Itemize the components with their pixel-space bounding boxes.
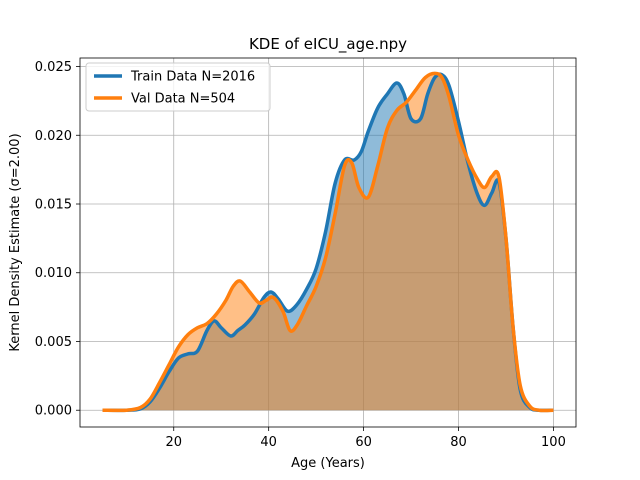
- y-tick-label: 0.000: [35, 404, 72, 419]
- plot-frame: [79, 57, 577, 428]
- legend-label-val: Val Data N=504: [131, 92, 235, 107]
- x-tick-label: 80: [450, 435, 467, 450]
- x-tick-label: 20: [165, 435, 182, 450]
- x-axis-label: Age (Years): [291, 456, 365, 471]
- x-tick-label: 100: [541, 435, 566, 450]
- train-line: [102, 72, 554, 413]
- legend-box: [85, 62, 271, 112]
- chart-title: KDE of eICU_age.npy: [249, 35, 407, 54]
- val-line: [102, 71, 554, 413]
- val-area: [102, 73, 554, 411]
- legend-label-train: Train Data N=2016: [130, 70, 255, 85]
- y-tick-label: 0.025: [35, 60, 72, 75]
- y-tick-label: 0.015: [35, 198, 72, 213]
- y-tick-label: 0.005: [35, 335, 72, 350]
- y-tick-label: 0.010: [35, 266, 72, 281]
- y-axis-label: Kernel Density Estimate (σ=2.00): [8, 133, 23, 351]
- x-tick-label: 40: [260, 435, 277, 450]
- y-tick-label: 0.020: [35, 129, 72, 144]
- x-tick-label: 60: [355, 435, 372, 450]
- legend: Train Data N=2016 Val Data N=504: [85, 62, 271, 112]
